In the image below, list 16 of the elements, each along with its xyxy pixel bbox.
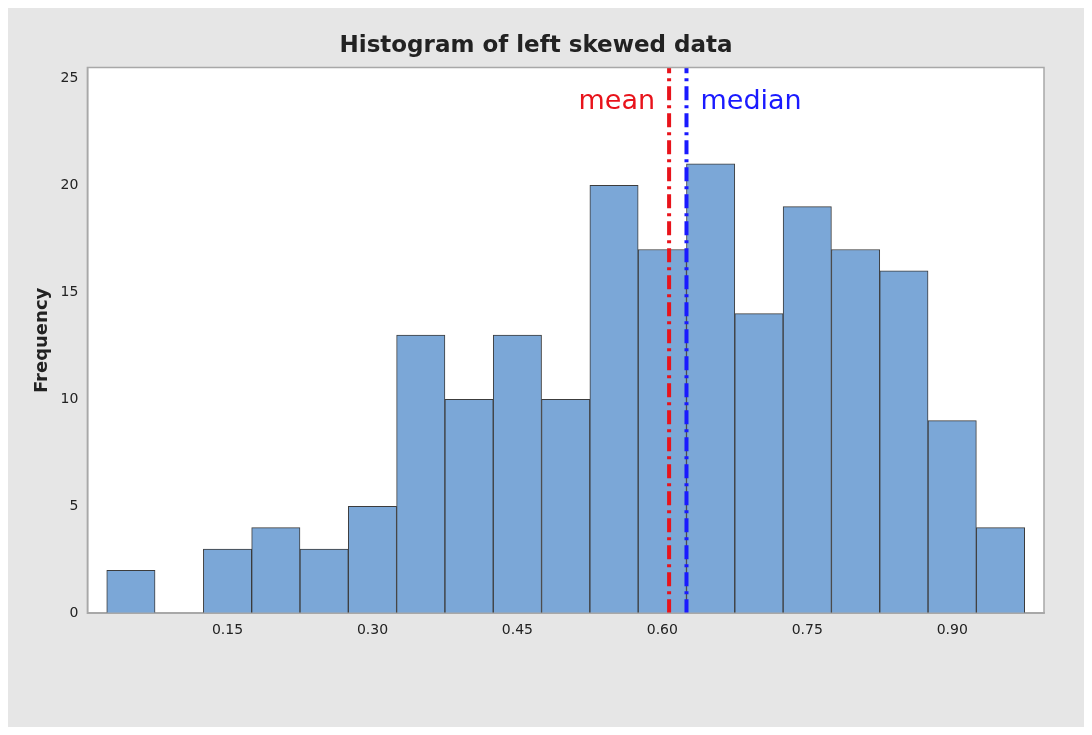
x-tick-label: 0.45: [501, 621, 533, 638]
y-tick-label: 20: [60, 175, 79, 192]
chart-title: Histogram of left skewed data: [339, 30, 733, 57]
x-tick-label: 0.15: [211, 621, 244, 638]
x-tick-label: 0.60: [646, 621, 678, 638]
x-tick-label: 0.90: [936, 621, 968, 638]
ref-line-label: mean: [578, 83, 656, 115]
y-tick-label: 15: [60, 282, 79, 299]
y-axis-title: Frequency: [30, 287, 52, 394]
y-tick-label: 5: [69, 496, 79, 513]
y-tick-label: 10: [60, 389, 79, 406]
y-tick-label: 25: [60, 68, 79, 85]
x-tick-label: 0.75: [791, 621, 823, 638]
ref-line-label: median: [700, 83, 802, 115]
x-tick-label: 0.30: [356, 621, 389, 638]
y-tick-label: 0: [69, 603, 79, 620]
